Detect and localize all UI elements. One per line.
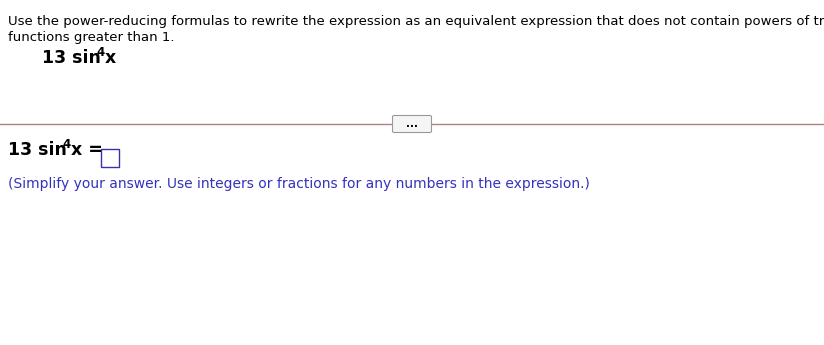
Text: 4: 4 — [96, 46, 105, 59]
Text: Use the power-reducing formulas to rewrite the expression as an equivalent expre: Use the power-reducing formulas to rewri… — [8, 15, 824, 28]
FancyBboxPatch shape — [392, 116, 432, 132]
Text: x: x — [105, 49, 116, 67]
Text: functions greater than 1.: functions greater than 1. — [8, 31, 175, 44]
Text: ...: ... — [406, 119, 418, 129]
Text: (Simplify your answer. Use integers or fractions for any numbers in the expressi: (Simplify your answer. Use integers or f… — [8, 177, 590, 191]
Text: x =: x = — [71, 141, 103, 159]
FancyBboxPatch shape — [101, 149, 119, 167]
Text: 13 sin: 13 sin — [8, 141, 67, 159]
Text: 4: 4 — [62, 138, 70, 151]
Text: 13 sin: 13 sin — [42, 49, 101, 67]
